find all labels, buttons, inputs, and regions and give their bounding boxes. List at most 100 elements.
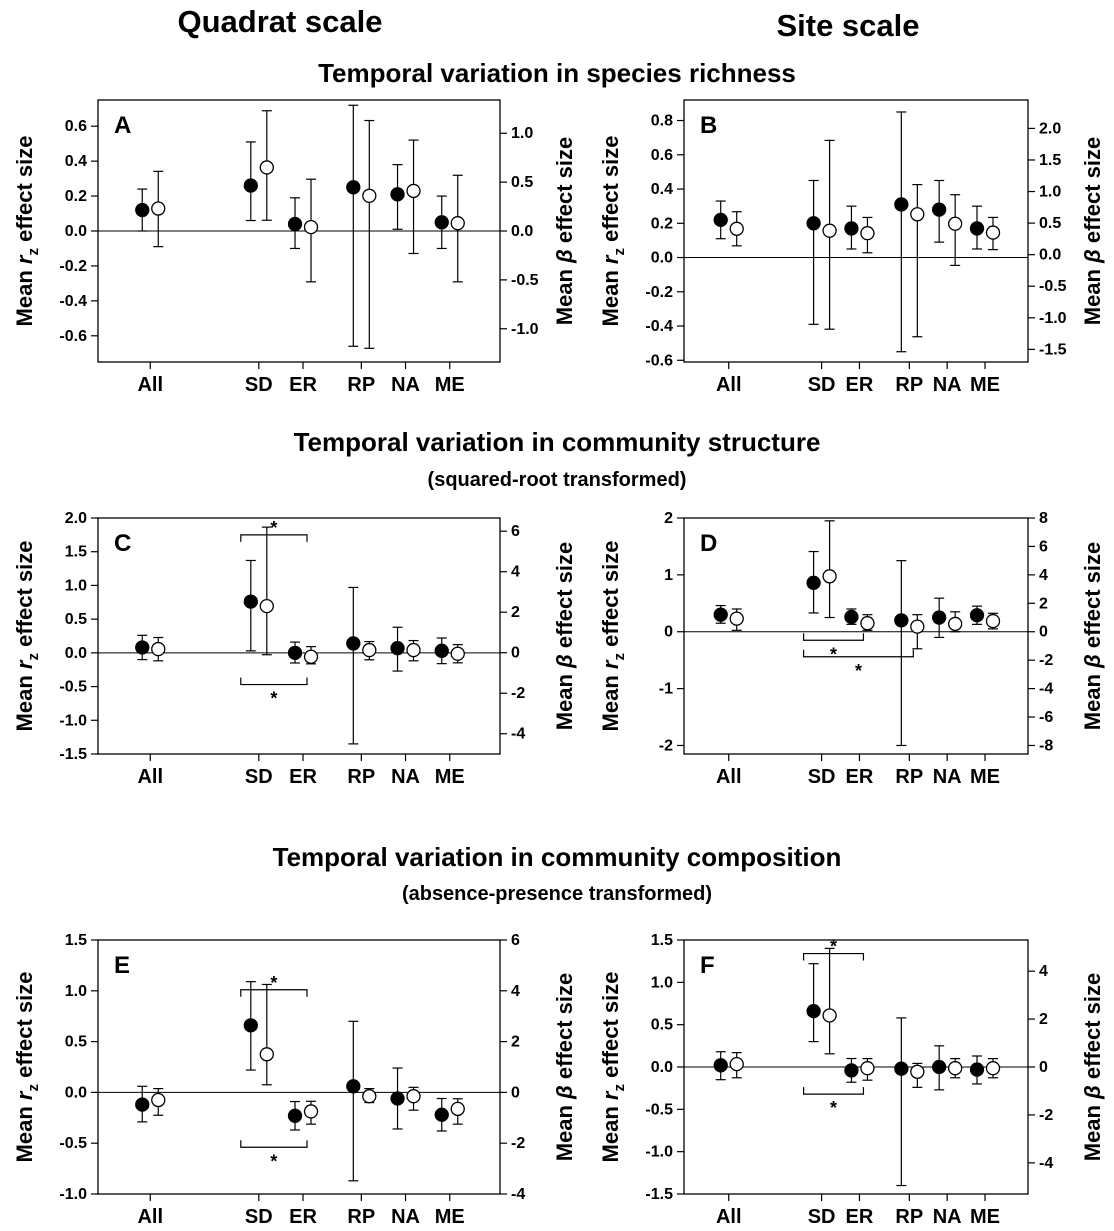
category-label: SD	[808, 374, 836, 396]
left-axis-label: Mean rz effect size	[598, 972, 628, 1163]
row-title-composition: Temporal variation in community composit…	[273, 842, 842, 872]
category-label: SD	[808, 766, 836, 788]
left-tick-label: -1.0	[59, 712, 87, 729]
mean-point-rz	[806, 216, 821, 231]
plot-frame	[683, 99, 1029, 363]
panel-letter: D	[700, 530, 717, 557]
left-tick-label: 0.6	[651, 147, 673, 164]
category-label: ER	[289, 766, 317, 788]
mean-point-beta	[822, 569, 837, 584]
right-tick-label: 1.5	[1039, 152, 1061, 169]
mean-point-beta	[860, 616, 875, 631]
row-subtitle-structure: (squared-root transformed)	[428, 469, 687, 491]
row-title-structure: Temporal variation in community structur…	[294, 427, 821, 457]
right-tick-label: -4	[511, 1186, 525, 1203]
mean-point-rz	[894, 613, 909, 628]
left-axis-label: Mean rz effect size	[598, 136, 628, 327]
left-tick-label: 0.2	[651, 215, 673, 232]
significance-star: *	[830, 937, 837, 957]
right-tick-label: -2	[1039, 652, 1053, 669]
right-tick-label: 4	[511, 564, 520, 581]
category-label: NA	[391, 374, 420, 396]
significance-bracket	[240, 534, 308, 542]
significance-bracket	[803, 952, 865, 961]
right-tick-label: 0	[1039, 624, 1048, 641]
mean-point-beta	[303, 649, 319, 664]
mean-point-rz	[135, 202, 150, 218]
panel-B: -0.6 -0.4 -0.2 0.0 0.2 0.4 0.6 0.8 -1.5 -1.0 -0.5 0…	[598, 99, 1105, 396]
significance-star: *	[270, 973, 277, 993]
mean-point-rz	[713, 1058, 728, 1073]
right-tick-label: 2	[511, 604, 520, 621]
significance-bracket	[240, 1140, 308, 1148]
column-heading-site: Site scale	[776, 8, 919, 43]
mean-point-beta	[406, 642, 421, 658]
left-axis-label: Mean rz effect size	[12, 541, 42, 732]
right-tick-label: 2	[1039, 595, 1048, 612]
category-label: All	[137, 374, 163, 396]
significance-star: *	[855, 661, 862, 681]
mean-point-beta	[822, 1008, 837, 1023]
right-tick-label: -4	[511, 726, 525, 743]
right-tick-label: 4	[1039, 567, 1048, 584]
category-label: RP	[347, 766, 375, 788]
right-tick-label: -4	[1039, 1155, 1053, 1172]
panel-C: -1.5 -1.0 -0.5 0.0 0.5 1.0 1.5 2.0 -4 -2 0 2 4 6 All SD…	[12, 510, 577, 788]
category-label: NA	[391, 766, 420, 788]
left-tick-label: 2	[664, 510, 673, 527]
right-tick-label: -2	[511, 685, 525, 702]
mean-point-beta	[910, 619, 925, 634]
panel-letter: A	[114, 112, 131, 139]
right-tick-label: -1.0	[511, 321, 539, 338]
left-tick-label: 1.0	[651, 974, 673, 991]
right-tick-label: 0	[1039, 1059, 1048, 1076]
mean-point-rz	[390, 1091, 405, 1106]
mean-point-beta	[362, 188, 377, 203]
left-tick-label: 1.0	[65, 983, 87, 1000]
left-tick-label: -1.5	[645, 1186, 673, 1203]
left-tick-label: 1.5	[65, 544, 87, 561]
left-tick-label: -0.4	[59, 293, 87, 310]
category-label: NA	[391, 1206, 420, 1228]
left-tick-label: 0	[664, 624, 673, 641]
right-tick-label: 1.0	[1039, 184, 1061, 201]
mean-point-beta	[729, 611, 744, 626]
mean-point-beta	[406, 183, 421, 199]
mean-point-beta	[303, 219, 319, 235]
left-tick-label: 2.0	[65, 510, 87, 527]
significance-bracket	[803, 1087, 865, 1095]
mean-point-rz	[713, 212, 728, 228]
right-tick-label: 4	[511, 983, 520, 1000]
left-tick-label: -0.2	[59, 258, 87, 275]
category-label: SD	[245, 374, 273, 396]
left-tick-label: 0.5	[65, 1034, 87, 1051]
left-tick-label: -0.4	[645, 318, 673, 335]
mean-point-rz	[969, 608, 985, 623]
right-tick-label: 6	[1039, 538, 1048, 555]
category-label: RP	[895, 374, 923, 396]
mean-point-beta	[860, 226, 875, 241]
mean-point-beta	[948, 216, 963, 231]
right-tick-label: 4	[1039, 963, 1048, 980]
right-tick-label: 1.0	[511, 125, 533, 142]
right-tick-label: 0.0	[511, 223, 533, 240]
mean-point-beta	[910, 207, 925, 222]
left-tick-label: 0.8	[651, 113, 673, 130]
left-tick-label: -1.5	[59, 746, 87, 763]
left-tick-label: -0.6	[59, 328, 87, 345]
mean-point-beta	[259, 1047, 274, 1062]
mean-point-beta	[450, 646, 465, 661]
significance-star: *	[270, 1151, 277, 1171]
category-label: ER	[289, 374, 317, 396]
left-tick-label: 1.0	[65, 577, 87, 594]
mean-point-rz	[287, 1108, 303, 1123]
category-label: RP	[347, 374, 375, 396]
right-tick-label: 2	[511, 1034, 520, 1051]
row-title-richness: Temporal variation in species richness	[318, 58, 796, 88]
mean-point-beta	[151, 1092, 166, 1108]
column-heading-quadrat: Quadrat scale	[177, 4, 382, 39]
panel-A: -0.6 -0.4 -0.2 0.0 0.2 0.4 0.6 -1.0 -0.5 0.0 0.5 1.…	[12, 99, 577, 396]
mean-point-rz	[713, 607, 728, 622]
mean-point-rz	[434, 643, 449, 658]
mean-point-rz	[894, 197, 909, 212]
